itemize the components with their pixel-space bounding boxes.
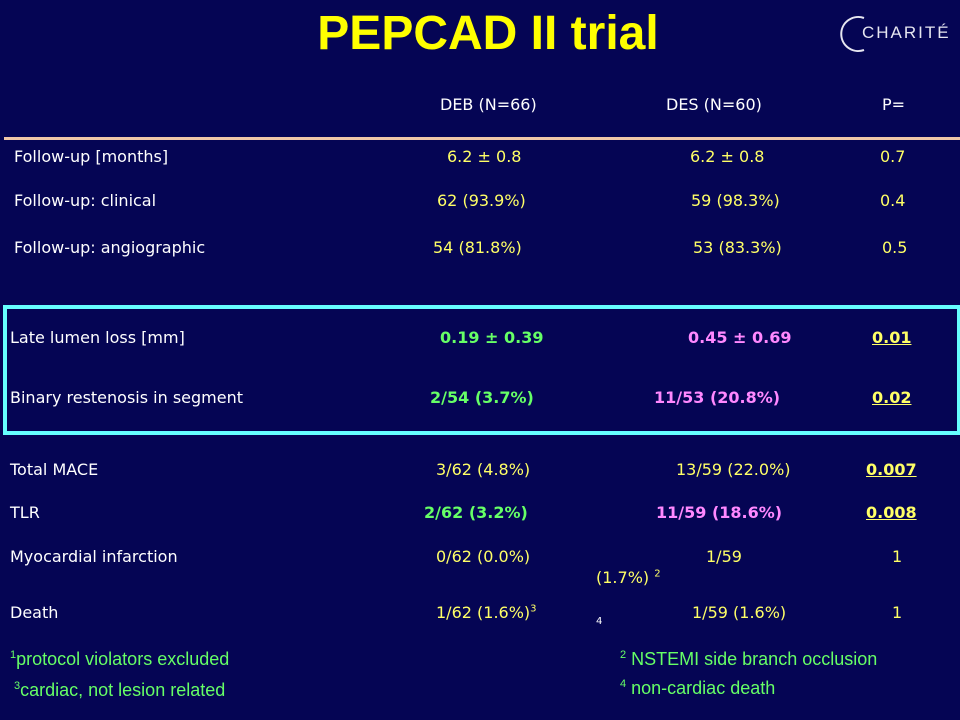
cell-des-myocardial-infarction-cont: (1.7%) 2 bbox=[596, 568, 661, 587]
cell-p-tlr: 0.008 bbox=[866, 503, 917, 522]
cell-p-myocardial-infarction: 1 bbox=[892, 547, 903, 566]
page-title: PEPCAD II trial bbox=[317, 7, 659, 60]
footnote-4: 4 non-cardiac death bbox=[620, 678, 776, 698]
cell-p-followup-clinical: 0.4 bbox=[880, 191, 906, 210]
cell-des-death: 1/59 (1.6%) bbox=[692, 603, 787, 622]
cell-p-death: 1 bbox=[892, 603, 903, 622]
cell-deb-late-lumen-loss: 0.19 ± 0.39 bbox=[440, 328, 544, 347]
cell-deb-death: 1/62 (1.6%)3 bbox=[436, 603, 537, 622]
footnote-2: 2 NSTEMI side branch occlusion bbox=[620, 649, 878, 669]
row-label-followup-clinical: Follow-up: clinical bbox=[14, 191, 157, 210]
row-label-tlr: TLR bbox=[10, 503, 40, 522]
cell-deb-total-mace: 3/62 (4.8%) bbox=[436, 460, 531, 479]
footnote-ref-4: 4 bbox=[596, 616, 603, 627]
col-header-p: P= bbox=[882, 95, 906, 114]
row-label-followup-months: Follow-up [months] bbox=[14, 147, 169, 166]
cell-deb-myocardial-infarction: 0/62 (0.0%) bbox=[436, 547, 531, 566]
cell-des-late-lumen-loss: 0.45 ± 0.69 bbox=[688, 328, 792, 347]
cell-des-followup-months: 6.2 ± 0.8 bbox=[690, 147, 765, 166]
cell-deb-followup-months: 6.2 ± 0.8 bbox=[447, 147, 522, 166]
crescent-logo-icon bbox=[840, 16, 865, 52]
row-label-late-lumen-loss: Late lumen loss [mm] bbox=[10, 328, 185, 347]
col-header-deb: DEB (N=66) bbox=[440, 95, 537, 114]
header-divider bbox=[4, 137, 960, 140]
cell-deb-followup-angiographic: 54 (81.8%) bbox=[433, 238, 522, 257]
cell-p-binary-restenosis: 0.02 bbox=[872, 388, 912, 407]
row-label-followup-angiographic: Follow-up: angiographic bbox=[14, 238, 206, 257]
footnote-ref-2: 2 bbox=[654, 568, 661, 580]
charite-logo: CHARITÉ bbox=[838, 14, 956, 54]
footnote-3: 3cardiac, not lesion related bbox=[14, 680, 226, 700]
row-label-total-mace: Total MACE bbox=[10, 460, 99, 479]
cell-deb-binary-restenosis: 2/54 (3.7%) bbox=[430, 388, 534, 407]
cell-p-late-lumen-loss: 0.01 bbox=[872, 328, 912, 347]
row-label-myocardial-infarction: Myocardial infarction bbox=[10, 547, 178, 566]
logo-text: CHARITÉ bbox=[862, 23, 951, 42]
cell-des-followup-clinical: 59 (98.3%) bbox=[691, 191, 780, 210]
cell-des-tlr: 11/59 (18.6%) bbox=[656, 503, 783, 522]
col-header-des: DES (N=60) bbox=[666, 95, 762, 114]
footnote-ref-3: 3 bbox=[530, 603, 537, 615]
footnote-1: 1protocol violators excluded bbox=[10, 649, 230, 669]
cell-des-myocardial-infarction: 1/59 bbox=[706, 547, 742, 566]
row-label-binary-restenosis: Binary restenosis in segment bbox=[10, 388, 244, 407]
primary-endpoint-box bbox=[3, 305, 960, 435]
cell-deb-followup-clinical: 62 (93.9%) bbox=[437, 191, 526, 210]
cell-p-total-mace: 0.007 bbox=[866, 460, 917, 479]
cell-deb-tlr: 2/62 (3.2%) bbox=[424, 503, 528, 522]
cell-des-followup-angiographic: 53 (83.3%) bbox=[693, 238, 782, 257]
cell-des-total-mace: 13/59 (22.0%) bbox=[676, 460, 791, 479]
row-label-death: Death bbox=[10, 603, 59, 622]
cell-des-binary-restenosis: 11/53 (20.8%) bbox=[654, 388, 781, 407]
cell-p-followup-angiographic: 0.5 bbox=[882, 238, 908, 257]
cell-p-followup-months: 0.7 bbox=[880, 147, 906, 166]
